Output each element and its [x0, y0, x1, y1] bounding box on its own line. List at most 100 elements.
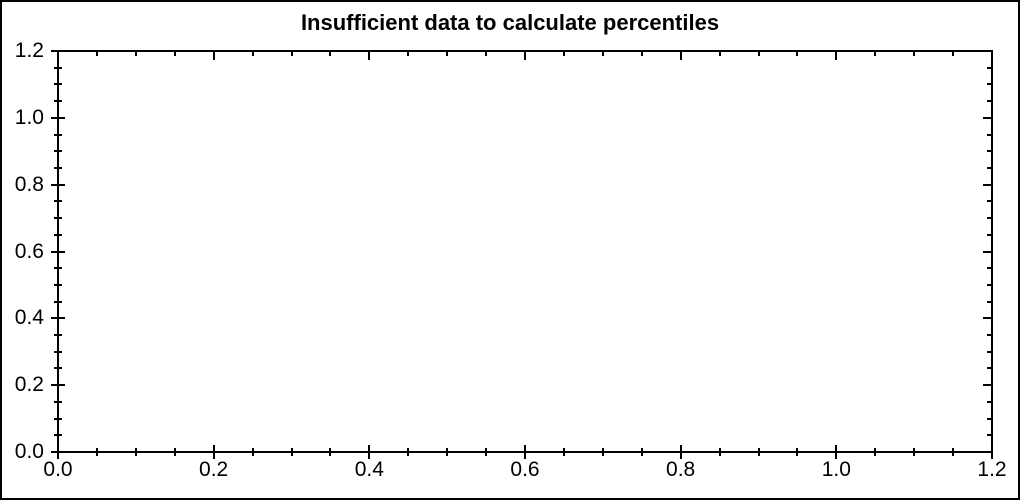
- y-axis-right-minor-tick: [987, 400, 991, 403]
- x-axis-minor-tick: [913, 448, 916, 456]
- y-axis-minor-tick: [54, 400, 62, 403]
- x-axis-minor-tick: [562, 448, 565, 456]
- y-axis-right-minor-tick: [987, 350, 991, 353]
- y-tick-label: 1.2: [14, 39, 44, 62]
- x-axis-minor-tick: [601, 448, 604, 456]
- y-axis-major-tick: [51, 384, 65, 387]
- y-axis-right-minor-tick: [987, 417, 991, 420]
- x-axis-top-minor-tick: [329, 52, 332, 56]
- x-axis-minor-tick: [95, 448, 98, 456]
- x-axis-top-major-tick: [524, 52, 526, 60]
- x-axis-top-minor-tick: [134, 52, 137, 56]
- y-tick-label: 0.4: [14, 306, 44, 330]
- y-axis-minor-tick: [54, 367, 62, 370]
- y-axis-minor-tick: [54, 166, 62, 169]
- y-axis-right-minor-tick: [987, 334, 991, 337]
- x-axis-top-minor-tick: [485, 52, 488, 56]
- x-axis-top-minor-tick: [407, 52, 410, 56]
- x-tick-label: 0.4: [354, 458, 384, 481]
- x-axis-top-minor-tick: [601, 52, 604, 56]
- x-axis-minor-tick: [446, 448, 449, 456]
- x-axis-minor-tick: [952, 448, 955, 456]
- y-axis-minor-tick: [54, 350, 62, 353]
- y-axis-right-major-tick: [983, 384, 991, 387]
- x-axis-top-minor-tick: [718, 52, 721, 56]
- x-axis-major-tick: [679, 445, 682, 459]
- y-axis-right-minor-tick: [987, 166, 991, 169]
- x-axis-minor-tick: [329, 448, 332, 456]
- x-tick-label: 1.0: [821, 458, 851, 481]
- chart-title: Insufficient data to calculate percentil…: [300, 10, 720, 35]
- y-axis-minor-tick: [54, 200, 62, 203]
- x-axis-top-major-tick: [368, 52, 371, 60]
- y-axis-minor-tick: [54, 133, 62, 136]
- x-axis-minor-tick: [251, 448, 254, 456]
- plot-area: [57, 50, 993, 453]
- x-axis-major-tick: [835, 445, 838, 459]
- x-axis-minor-tick: [757, 448, 760, 456]
- x-tick-label: 0.8: [666, 458, 696, 481]
- x-axis-top-minor-tick: [874, 52, 877, 56]
- x-tick-label: 0.0: [43, 458, 73, 481]
- y-axis-right-minor-tick: [987, 434, 991, 437]
- x-axis-minor-tick: [718, 448, 721, 456]
- x-axis-top-major-tick: [679, 52, 682, 60]
- y-axis-right-minor-tick: [987, 200, 991, 203]
- x-axis-top-minor-tick: [290, 52, 293, 56]
- y-tick-label: 1.0: [14, 105, 44, 129]
- x-axis-top-minor-tick: [95, 52, 98, 56]
- x-axis-top-minor-tick: [913, 52, 916, 56]
- x-axis-top-major-tick: [212, 52, 215, 60]
- x-axis-minor-tick: [796, 448, 799, 456]
- x-axis-major-tick: [991, 445, 993, 459]
- x-axis-top-minor-tick: [757, 52, 760, 56]
- y-axis-major-tick: [51, 451, 65, 453]
- x-axis-minor-tick: [485, 448, 488, 456]
- x-axis-minor-tick: [640, 448, 643, 456]
- x-tick-label: 0.2: [199, 458, 229, 481]
- y-axis-right-major-tick: [983, 250, 991, 253]
- x-axis-minor-tick: [290, 448, 293, 456]
- y-axis-right-minor-tick: [987, 217, 991, 220]
- y-axis-right-minor-tick: [987, 150, 991, 153]
- x-axis-minor-tick: [173, 448, 176, 456]
- y-axis-right-major-tick: [983, 317, 991, 320]
- x-axis-top-minor-tick: [796, 52, 799, 56]
- y-axis-major-tick: [51, 50, 65, 52]
- y-axis-right-minor-tick: [987, 233, 991, 236]
- y-axis-minor-tick: [54, 300, 62, 303]
- x-axis-minor-tick: [134, 448, 137, 456]
- y-axis-major-tick: [51, 183, 65, 186]
- x-axis-major-tick: [524, 445, 526, 459]
- y-axis-minor-tick: [54, 267, 62, 270]
- y-tick-label: 0.2: [14, 373, 44, 397]
- y-axis-right-minor-tick: [987, 133, 991, 136]
- y-axis-right-minor-tick: [987, 300, 991, 303]
- x-axis-minor-tick: [407, 448, 410, 456]
- x-tick-label: 0.6: [510, 458, 540, 481]
- x-axis-top-minor-tick: [640, 52, 643, 56]
- y-tick-label: 0.6: [14, 239, 44, 263]
- y-tick-label: 0.8: [14, 172, 44, 196]
- x-axis-top-major-tick: [835, 52, 838, 60]
- y-axis-minor-tick: [54, 83, 62, 86]
- y-axis-minor-tick: [54, 217, 62, 220]
- y-axis-minor-tick: [54, 417, 62, 420]
- x-tick-label: 1.2: [977, 458, 1007, 481]
- y-axis-right-minor-tick: [987, 267, 991, 270]
- y-axis-major-tick: [51, 250, 65, 253]
- y-axis-right-minor-tick: [987, 283, 991, 286]
- y-axis-major-tick: [51, 317, 65, 320]
- x-axis-major-tick: [368, 445, 371, 459]
- y-axis-minor-tick: [54, 150, 62, 153]
- y-axis-major-tick: [51, 116, 65, 119]
- x-axis-minor-tick: [874, 448, 877, 456]
- x-axis-top-minor-tick: [562, 52, 565, 56]
- x-axis-top-minor-tick: [173, 52, 176, 56]
- y-axis-minor-tick: [54, 233, 62, 236]
- y-axis-minor-tick: [54, 66, 62, 69]
- y-axis-right-minor-tick: [987, 100, 991, 103]
- y-axis-minor-tick: [54, 434, 62, 437]
- y-axis-minor-tick: [54, 100, 62, 103]
